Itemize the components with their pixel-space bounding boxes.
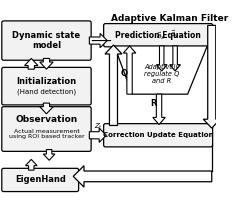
- Polygon shape: [114, 46, 207, 94]
- Polygon shape: [89, 128, 106, 142]
- Text: Dynamic state
model: Dynamic state model: [12, 31, 81, 50]
- Polygon shape: [25, 58, 38, 69]
- Polygon shape: [73, 166, 212, 187]
- Text: Observation: Observation: [15, 115, 78, 124]
- Polygon shape: [25, 159, 37, 170]
- Text: (Hand detection): (Hand detection): [17, 89, 76, 95]
- Text: Adaptively
regulate Q
and R: Adaptively regulate Q and R: [144, 63, 179, 84]
- Polygon shape: [156, 46, 167, 71]
- Text: Correction Update Equation: Correction Update Equation: [103, 132, 213, 138]
- Polygon shape: [153, 94, 165, 125]
- Polygon shape: [105, 45, 122, 125]
- FancyBboxPatch shape: [2, 168, 79, 192]
- Text: Prediction Equation: Prediction Equation: [115, 31, 201, 40]
- FancyBboxPatch shape: [2, 67, 91, 105]
- FancyBboxPatch shape: [2, 107, 91, 151]
- Text: Actual measurement
using ROI based tracker: Actual measurement using ROI based track…: [9, 129, 84, 139]
- Text: $Z_t$: $Z_t$: [94, 121, 103, 132]
- Text: $\vec{a}_x$: $\vec{a}_x$: [156, 31, 166, 42]
- Polygon shape: [170, 46, 181, 71]
- Polygon shape: [43, 150, 55, 160]
- FancyBboxPatch shape: [104, 24, 213, 47]
- Text: Initialization: Initialization: [16, 77, 76, 85]
- Polygon shape: [123, 46, 136, 94]
- Polygon shape: [203, 25, 220, 128]
- Text: EigenHand: EigenHand: [15, 175, 66, 184]
- Text: Q: Q: [121, 69, 128, 78]
- Text: Adaptive Kalman Filter: Adaptive Kalman Filter: [111, 14, 228, 23]
- Polygon shape: [40, 58, 53, 69]
- Polygon shape: [89, 33, 107, 48]
- Polygon shape: [40, 103, 53, 114]
- FancyBboxPatch shape: [2, 21, 91, 60]
- Text: $\vec{a}_y$: $\vec{a}_y$: [170, 29, 180, 42]
- FancyBboxPatch shape: [104, 124, 213, 147]
- Text: R: R: [151, 99, 157, 108]
